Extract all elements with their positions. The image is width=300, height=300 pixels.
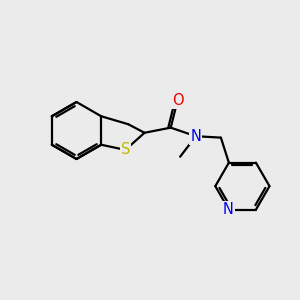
Text: N: N	[223, 202, 234, 217]
Text: S: S	[121, 142, 130, 158]
Text: N: N	[190, 129, 201, 144]
Text: O: O	[172, 93, 183, 108]
